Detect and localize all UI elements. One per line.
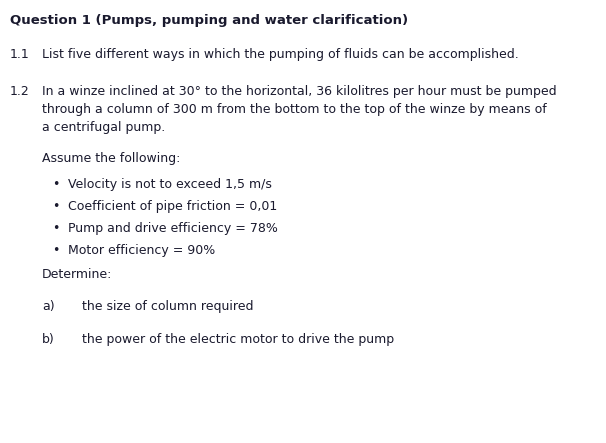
Text: b): b) <box>42 333 55 346</box>
Text: Question 1 (Pumps, pumping and water clarification): Question 1 (Pumps, pumping and water cla… <box>10 14 408 27</box>
Text: a centrifugal pump.: a centrifugal pump. <box>42 121 165 134</box>
Text: •: • <box>52 178 59 191</box>
Text: Assume the following:: Assume the following: <box>42 152 181 165</box>
Text: Motor efficiency = 90%: Motor efficiency = 90% <box>68 244 215 257</box>
Text: Pump and drive efficiency = 78%: Pump and drive efficiency = 78% <box>68 222 278 235</box>
Text: a): a) <box>42 300 55 313</box>
Text: In a winze inclined at 30° to the horizontal, 36 kilolitres per hour must be pum: In a winze inclined at 30° to the horizo… <box>42 85 557 98</box>
Text: the power of the electric motor to drive the pump: the power of the electric motor to drive… <box>82 333 394 346</box>
Text: Velocity is not to exceed 1,5 m/s: Velocity is not to exceed 1,5 m/s <box>68 178 272 191</box>
Text: List five different ways in which the pumping of fluids can be accomplished.: List five different ways in which the pu… <box>42 48 519 61</box>
Text: Coefficient of pipe friction = 0,01: Coefficient of pipe friction = 0,01 <box>68 200 278 213</box>
Text: the size of column required: the size of column required <box>82 300 253 313</box>
Text: 1.1: 1.1 <box>10 48 30 61</box>
Text: 1.2: 1.2 <box>10 85 30 98</box>
Text: •: • <box>52 200 59 213</box>
Text: Determine:: Determine: <box>42 268 112 281</box>
Text: through a column of 300 m from the bottom to the top of the winze by means of: through a column of 300 m from the botto… <box>42 103 547 116</box>
Text: •: • <box>52 244 59 257</box>
Text: •: • <box>52 222 59 235</box>
